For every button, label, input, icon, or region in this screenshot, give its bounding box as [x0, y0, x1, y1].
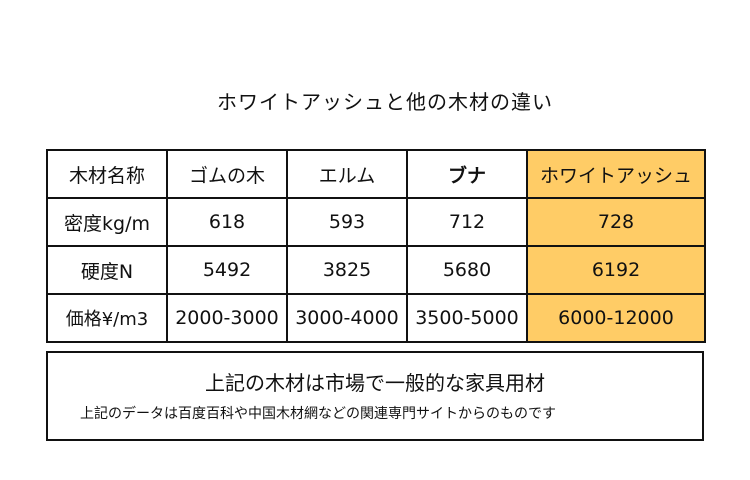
- table-row-hardness: 硬度N 5492 3825 5680 6192: [46, 245, 706, 295]
- table-cell: 712: [406, 197, 528, 247]
- table-row-density: 密度kg/m 618 593 712 728: [46, 197, 706, 247]
- table-cell: 5680: [406, 245, 528, 295]
- table-cell: 3000-4000: [286, 293, 408, 343]
- header-cell-elm: エルム: [286, 149, 408, 199]
- table-cell: 3825: [286, 245, 408, 295]
- table-cell-highlight: 6192: [526, 245, 706, 295]
- table-cell: 618: [166, 197, 288, 247]
- table-cell: 2000-3000: [166, 293, 288, 343]
- header-cell-white-ash: ホワイトアッシュ: [526, 149, 706, 199]
- table-cell: 5492: [166, 245, 288, 295]
- table-header-row: 木材名称 ゴムの木 エルム ブナ ホワイトアッシュ: [46, 149, 706, 199]
- row-label-hardness: 硬度N: [46, 245, 168, 295]
- footer-note: 上記のデータは百度百科や中国木材網などの関連専門サイトからのものです: [80, 406, 556, 422]
- footer-main-text: 上記の木材は市場で一般的な家具用材: [205, 371, 545, 395]
- header-cell-rubberwood: ゴムの木: [166, 149, 288, 199]
- table-cell: 3500-5000: [406, 293, 528, 343]
- table-row-price: 価格¥/m3 2000-3000 3000-4000 3500-5000 600…: [46, 293, 706, 343]
- header-cell-beech: ブナ: [406, 149, 528, 199]
- comparison-table: 木材名称 ゴムの木 エルム ブナ ホワイトアッシュ 密度kg/m 618 593…: [46, 149, 706, 343]
- row-label-density: 密度kg/m: [46, 197, 168, 247]
- page-title: ホワイトアッシュと他の木材の違い: [217, 90, 553, 114]
- row-label-price: 価格¥/m3: [46, 293, 168, 343]
- table-cell-highlight: 728: [526, 197, 706, 247]
- header-cell-name: 木材名称: [46, 149, 168, 199]
- table-cell: 593: [286, 197, 408, 247]
- footer-box: 上記の木材は市場で一般的な家具用材 上記のデータは百度百科や中国木材網などの関連…: [46, 351, 704, 441]
- table-cell-highlight: 6000-12000: [526, 293, 706, 343]
